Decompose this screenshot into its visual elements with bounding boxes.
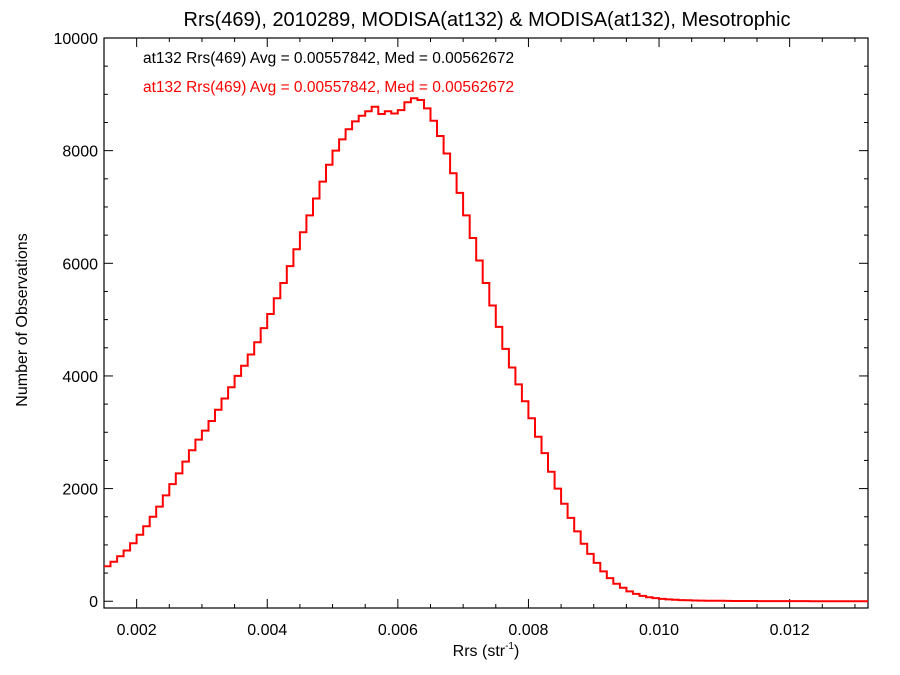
histogram-series <box>104 97 868 603</box>
x-tick-label: 0.010 <box>639 622 679 639</box>
x-tick-label: 0.004 <box>247 622 287 639</box>
x-tick-label: 0.012 <box>770 622 810 639</box>
x-axis-label-base: Rrs (str <box>453 643 506 660</box>
y-tick-label: 4000 <box>62 369 98 386</box>
chart-title: Rrs(469), 2010289, MODISA(at132) & MODIS… <box>184 9 791 31</box>
y-tick-label: 2000 <box>62 482 98 499</box>
x-tick-label: 0.006 <box>378 622 418 639</box>
x-axis-label: Rrs (str-1) <box>453 641 520 660</box>
plot-frame <box>103 37 869 609</box>
x-axis-ticks: 0.002 0.004 0.006 0.008 0.010 0.012 <box>103 38 856 639</box>
x-axis-label-close: ) <box>514 643 519 660</box>
x-axis-label-sup: -1 <box>505 641 514 652</box>
histogram-step-line <box>104 97 868 603</box>
y-tick-label: 10000 <box>54 31 99 48</box>
annotation-red: at132 Rrs(469) Avg = 0.00557842, Med = 0… <box>143 79 514 96</box>
y-tick-label: 0 <box>89 594 98 611</box>
y-axis-label: Number of Observations <box>14 233 31 406</box>
y-axis-ticks: 0 2000 4000 6000 8000 10000 <box>54 31 868 611</box>
y-tick-label: 8000 <box>62 144 98 161</box>
x-tick-label: 0.008 <box>508 622 548 639</box>
annotation-black: at132 Rrs(469) Avg = 0.00557842, Med = 0… <box>143 50 514 67</box>
y-tick-label: 6000 <box>62 256 98 273</box>
x-tick-label: 0.002 <box>117 622 157 639</box>
